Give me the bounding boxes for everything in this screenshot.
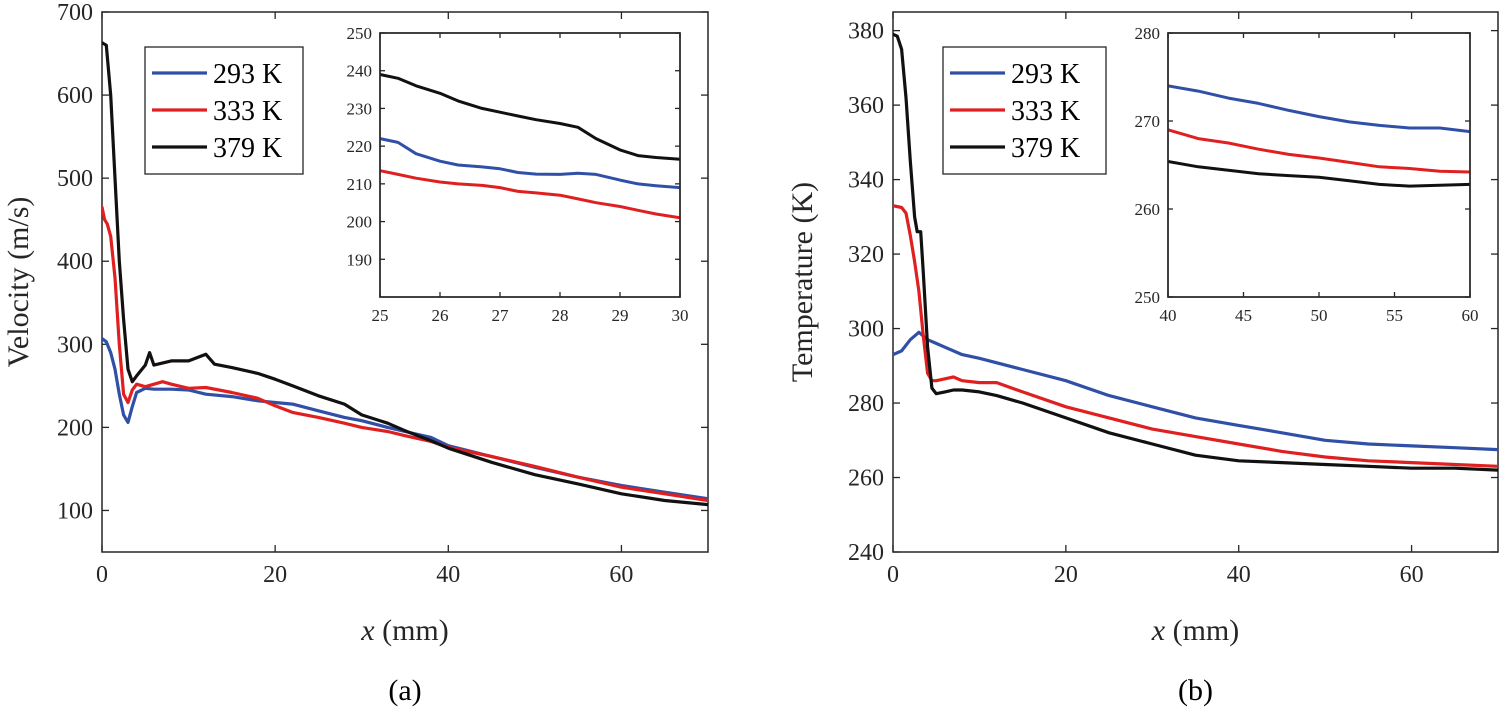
main-ytick-label: 100 [57,498,93,524]
x-axis-label: x (mm) [360,614,448,647]
legend-entry-label: 333 K [213,96,282,127]
main-xtick-label: 0 [96,562,108,588]
x-axis-label-unit: (mm) [1165,614,1239,647]
legend-entry-label: 333 K [1011,96,1080,127]
inset-ytick-label: 210 [347,175,373,194]
inset-ytick-label: 270 [1135,112,1161,131]
main-xtick-label: 20 [263,562,287,588]
inset-xtick-label: 45 [1235,306,1252,325]
inset-series-line-0 [1168,84,1470,134]
inset-xtick-label: 50 [1311,306,1328,325]
main-xtick-label: 40 [436,562,460,588]
inset-frame [1167,32,1471,298]
main-xtick-label: 60 [609,562,633,588]
main-xtick-label: 0 [887,562,899,588]
legend-entry-label: 379 K [1011,133,1080,164]
main-series-line-333k [102,205,708,503]
inset-frame-border [379,32,681,298]
main-ytick-label: 340 [848,168,884,194]
x-axis-label-var: x [360,614,375,647]
panel-label: (a) [388,674,421,707]
inset-ytick-label: 240 [347,62,373,81]
main-ytick-label: 300 [57,332,93,358]
chart-panel-b: 0 20 40 60 240 260 280 300 320 340 360 380 Temperatu… [786,11,1499,707]
inset-ytick-label: 280 [1135,24,1161,43]
inset-ytick-label: 190 [347,250,373,269]
inset-series-line-2 [1168,160,1470,188]
legend-entry-label: 379 K [213,133,282,164]
inset-xtick-label: 29 [612,306,629,325]
main-ytick-label: 200 [57,415,93,441]
inset-frame [379,32,681,298]
main-xtick-label: 20 [1054,562,1078,588]
main-ytick-label: 320 [848,242,884,268]
y-axis-label: Temperature (K) [786,182,819,382]
inset-ytick-label: 220 [347,137,373,156]
main-series-group [893,32,1498,472]
inset-frame-border [1167,32,1471,298]
main-xtick-label: 40 [1227,562,1251,588]
main-series-line-379k [893,32,1498,472]
chart-panel-a: 0 20 40 60 100 200 300 400 500 600 700 Velocity (m/… [2,0,709,707]
inset-xtick-label: 28 [552,306,569,325]
inset-ytick-label: 250 [347,24,373,43]
inset-ytick-label: 250 [1135,288,1161,307]
main-ytick-label: 240 [848,540,884,566]
panel-label: (b) [1178,674,1213,707]
inset-xtick-label: 27 [492,306,510,325]
main-xtick-label: 60 [1400,562,1424,588]
main-series-group [102,41,708,507]
inset-series-line-0 [380,137,680,190]
inset-ytick-label: 260 [1135,200,1161,219]
legend-entry-label: 293 K [213,59,282,90]
x-axis-label-unit: (mm) [375,614,449,647]
main-ytick-label: 400 [57,249,93,275]
inset-xtick-label: 60 [1462,306,1479,325]
inset-series-line-1 [380,169,680,220]
inset-xtick-label: 55 [1386,306,1403,325]
main-ytick-label: 500 [57,166,93,192]
main-series-line-333k [893,204,1498,468]
inset-series-group [1168,84,1470,188]
main-ytick-label: 380 [848,19,884,45]
inset-series-line-2 [380,73,680,161]
main-ytick-label: 300 [848,317,884,343]
x-axis-label: x (mm) [1151,614,1239,647]
inset-ytick-label: 200 [347,213,373,232]
inset-xtick-label: 40 [1160,306,1177,325]
main-ytick-label: 260 [848,466,884,492]
inset-series-line-1 [1168,128,1470,174]
y-axis-label: Velocity (m/s) [2,197,35,368]
inset-ytick-label: 230 [347,99,373,118]
inset-xtick-label: 30 [672,306,689,325]
inset-xtick-label: 25 [372,306,389,325]
main-ytick-label: 600 [57,83,93,109]
legend-entry-label: 293 K [1011,59,1080,90]
x-axis-label-var: x [1151,614,1166,647]
inset-xtick-label: 26 [432,306,449,325]
main-series-line-379k [102,41,708,507]
main-ytick-label: 360 [848,93,884,119]
main-ytick-label: 280 [848,391,884,417]
inset-series-group [380,73,680,220]
main-ytick-label: 700 [57,0,93,26]
